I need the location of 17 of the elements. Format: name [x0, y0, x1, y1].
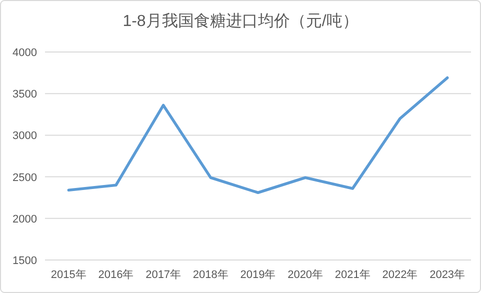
y-tick-label: 1500 — [12, 255, 37, 267]
x-tick-label: 2019年 — [240, 269, 276, 281]
y-tick-label: 3500 — [12, 88, 37, 101]
x-tick-label: 2021年 — [334, 269, 370, 281]
x-tick-label: 2023年 — [430, 269, 466, 281]
y-tick-label: 2000 — [12, 213, 37, 226]
x-tick-label: 2015年 — [50, 269, 86, 281]
x-tick-label: 2017年 — [146, 269, 182, 281]
x-tick-label: 2020年 — [288, 269, 324, 281]
x-tick-label: 2016年 — [98, 269, 134, 281]
y-tick-label: 4000 — [12, 47, 37, 59]
x-tick-label: 2018年 — [192, 269, 228, 281]
chart-title: 1-8月我国食糖进口均价（元/吨） — [122, 12, 358, 30]
y-tick-label: 3000 — [12, 130, 37, 142]
x-tick-label: 2022年 — [382, 269, 418, 281]
y-tick-label: 2500 — [12, 172, 37, 184]
line-series — [67, 76, 449, 194]
